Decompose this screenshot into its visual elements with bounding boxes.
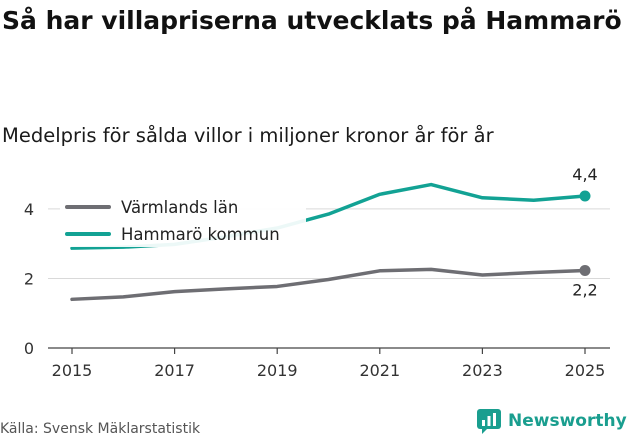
legend-background (60, 193, 306, 247)
brand-name: Newsworthy (508, 411, 627, 431)
x-tick-label: 2015 (52, 361, 93, 380)
legend-label: Hammarö kommun (121, 225, 280, 244)
x-tick-label: 2019 (257, 361, 298, 380)
series-line-varmlands-lan (70, 267, 587, 302)
y-tick-label: 0 (24, 339, 34, 358)
end-value-label: 2,2 (572, 280, 597, 299)
newsworthy-logo[interactable]: Newsworthy (476, 408, 627, 434)
chart-subtitle: Medelpris för sålda villor i miljoner kr… (2, 124, 494, 147)
x-tick-label: 2021 (359, 361, 400, 380)
y-tick-label: 4 (24, 200, 34, 219)
end-value-label: 4,4 (572, 165, 597, 184)
x-tick-label: 2023 (462, 361, 503, 380)
x-tick-label: 2025 (565, 361, 606, 380)
source-note: Källa: Svensk Mäklarstatistik (0, 421, 201, 437)
newsworthy-icon (477, 409, 501, 434)
end-point-marker (579, 264, 591, 276)
x-tick-label: 2017 (154, 361, 195, 380)
chart-title: Så har villapriserna utvecklats på Hamma… (2, 6, 622, 35)
legend-label: Värmlands län (121, 198, 238, 217)
end-point-marker (579, 190, 591, 202)
y-tick-label: 2 (24, 269, 34, 288)
